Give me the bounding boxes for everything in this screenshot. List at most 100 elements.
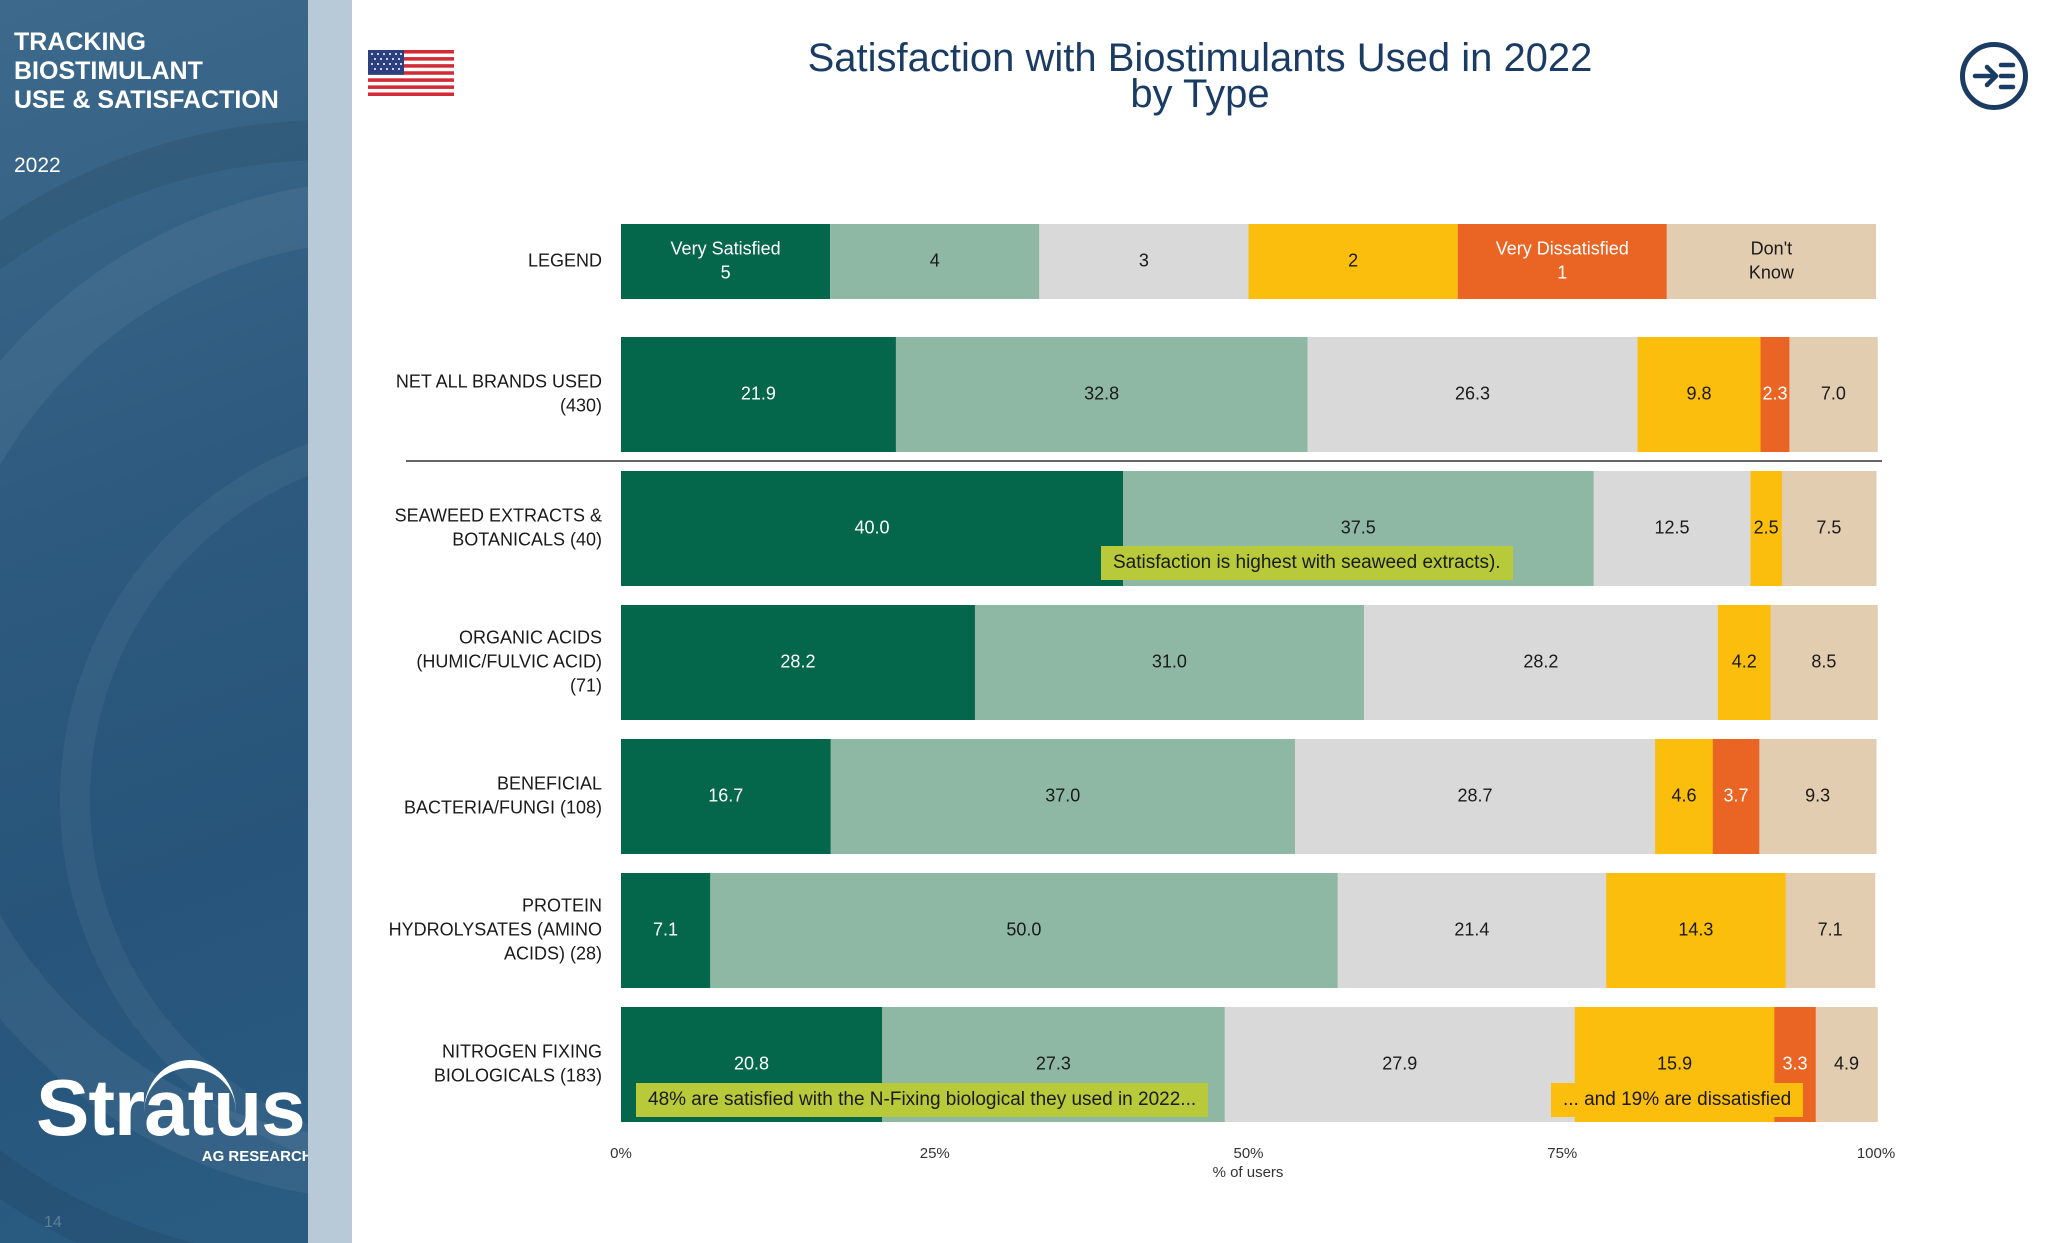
data-label: 7.5 [1816,517,1841,537]
x-axis-title: % of users [1212,1164,1284,1181]
data-label: 9.3 [1805,785,1830,805]
x-tick-label: 0% [610,1145,632,1162]
chart-title-line1: Satisfaction with Biostimulants Used in … [807,36,1593,80]
data-label: 3.7 [1724,785,1749,805]
data-label: 27.3 [1036,1053,1071,1073]
legend-swatch [830,224,1040,299]
category-label: NET ALL BRANDS USED (430) [396,371,602,415]
data-label: 4.9 [1834,1053,1859,1073]
data-label: 7.1 [653,919,678,939]
data-label: 9.8 [1687,383,1712,403]
bar-segment [710,873,1339,988]
legend-entry-label: 2 [1348,250,1358,270]
data-label: 7.0 [1821,383,1846,403]
bar-segment [1655,739,1714,854]
bar-segment [1770,605,1878,720]
report-year: 2022 [14,154,61,177]
bar-segment [1294,739,1656,854]
bar-segment [621,873,711,988]
data-label: 26.3 [1455,383,1490,403]
legend-entry-label: Very Dissatisfied 1 [1496,238,1629,282]
x-tick-label: 100% [1857,1145,1895,1162]
data-label: 7.1 [1818,919,1843,939]
bar-segment [895,337,1308,452]
data-label: 2.5 [1754,517,1779,537]
bar-segment [1606,873,1787,988]
bar-segment [1712,739,1760,854]
us-flag-icon [368,50,454,96]
data-label: 15.9 [1657,1053,1692,1073]
bar-segment [621,605,976,720]
legend-swatch [621,224,831,299]
category-label: BENEFICIAL BACTERIA/FUNGI (108) [404,773,602,817]
data-label: 32.8 [1084,383,1119,403]
bar-segment [1781,471,1877,586]
legend-label: LEGEND [528,250,602,270]
category-label: NITROGEN FIXING BIOLOGICALS (183) [434,1041,602,1085]
data-label: 37.0 [1045,785,1080,805]
data-label: 2.3 [1762,383,1787,403]
sidebar: TRACKING BIOSTIMULANT USE & SATISFACTION… [0,0,308,1243]
data-label: 27.9 [1382,1053,1417,1073]
data-label: 28.2 [1523,651,1558,671]
category-label: SEAWEED EXTRACTS & BOTANICALS (40) [395,505,602,549]
data-label: 28.2 [780,651,815,671]
data-label: 31.0 [1152,651,1187,671]
bar-segment [1759,739,1877,854]
bar-segment [830,739,1296,854]
legend-swatch [1039,224,1249,299]
legend-entry-label: Very Satisfied 5 [671,238,781,282]
data-label: 28.7 [1458,785,1493,805]
category-label: PROTEIN HYDROLYSATES (AMINO ACIDS) (28) [389,895,602,963]
legend-entry-label: 4 [930,250,940,270]
data-label: 16.7 [708,785,743,805]
seaweed-callout: Satisfaction is highest with seaweed ext… [1101,546,1513,580]
legend-swatch [1457,224,1667,299]
chart-title: Satisfaction with Biostimulants Used in … [700,36,1700,116]
bar-segment [1750,471,1783,586]
legend-swatch [1248,224,1458,299]
logo-arc-icon [144,1060,236,1112]
nfix-satisfied-callout: 48% are satisfied with the N-Fixing biol… [636,1083,1209,1117]
bar-segment [974,605,1365,720]
data-label: 50.0 [1006,919,1041,939]
data-label: 14.3 [1678,919,1713,939]
nfix-dissatisfied-callout: ... and 19% are dissatisfied [1551,1083,1804,1117]
legend-entry-label: 3 [1139,250,1149,270]
bar-segment [621,471,1124,586]
data-label: 4.2 [1732,651,1757,671]
data-label: 20.8 [734,1053,769,1073]
data-label: 12.5 [1655,517,1690,537]
x-tick-label: 75% [1547,1145,1577,1162]
data-label: 37.5 [1341,517,1376,537]
x-tick-label: 25% [920,1145,950,1162]
data-label: 4.6 [1671,785,1696,805]
bar-segment [1815,1007,1878,1122]
data-label: 8.5 [1811,651,1836,671]
bar-segment [621,337,897,452]
category-label: ORGANIC ACIDS (HUMIC/FULVIC ACID) (71) [416,627,602,695]
data-label: 3.3 [1783,1053,1808,1073]
x-tick-label: 50% [1233,1145,1263,1162]
bar-segment [1337,873,1607,988]
bar-segment [1224,1007,1576,1122]
bar-segment [1363,605,1719,720]
logo-subtitle: AG RESEARCH [201,1148,308,1165]
bar-segment [1717,605,1772,720]
page-number: 14 [44,1214,62,1231]
report-title: TRACKING BIOSTIMULANT USE & SATISFACTION [14,28,279,114]
data-label: 21.4 [1454,919,1489,939]
bar-segment [1785,873,1876,988]
bar-segment [1637,337,1762,452]
stratus-logo: Stratus AG RESEARCH [36,1060,308,1165]
exit-arrow-icon[interactable] [1960,42,2028,110]
data-label: 21.9 [741,383,776,403]
chart-title-line2: by Type [1130,72,1270,116]
bar-segment [621,739,832,854]
legend-entry-label: Don't Know [1749,238,1795,282]
bar-segment [1760,337,1790,452]
bar-segment [1593,471,1751,586]
bar-segment [1789,337,1878,452]
data-label: 40.0 [854,517,889,537]
